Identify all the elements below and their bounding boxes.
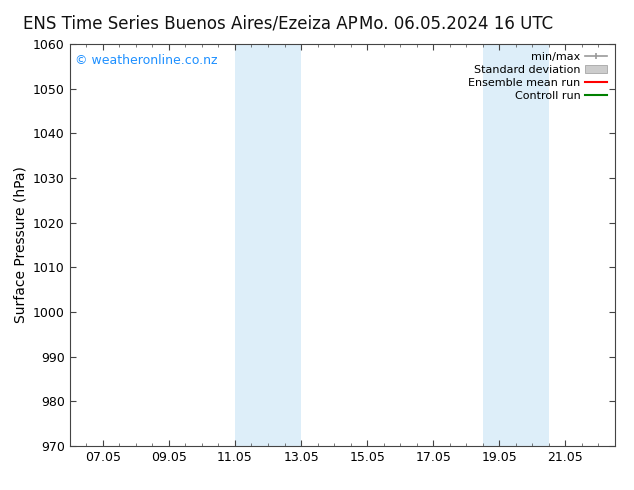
Text: ENS Time Series Buenos Aires/Ezeiza AP: ENS Time Series Buenos Aires/Ezeiza AP [23,15,358,33]
Bar [483,44,549,446]
Y-axis label: Surface Pressure (hPa): Surface Pressure (hPa) [13,167,27,323]
Text: Mo. 06.05.2024 16 UTC: Mo. 06.05.2024 16 UTC [359,15,553,33]
Legend: min/max, Standard deviation, Ensemble mean run, Controll run: min/max, Standard deviation, Ensemble me… [464,48,612,106]
Bar [235,44,301,446]
Text: © weatheronline.co.nz: © weatheronline.co.nz [75,54,217,67]
